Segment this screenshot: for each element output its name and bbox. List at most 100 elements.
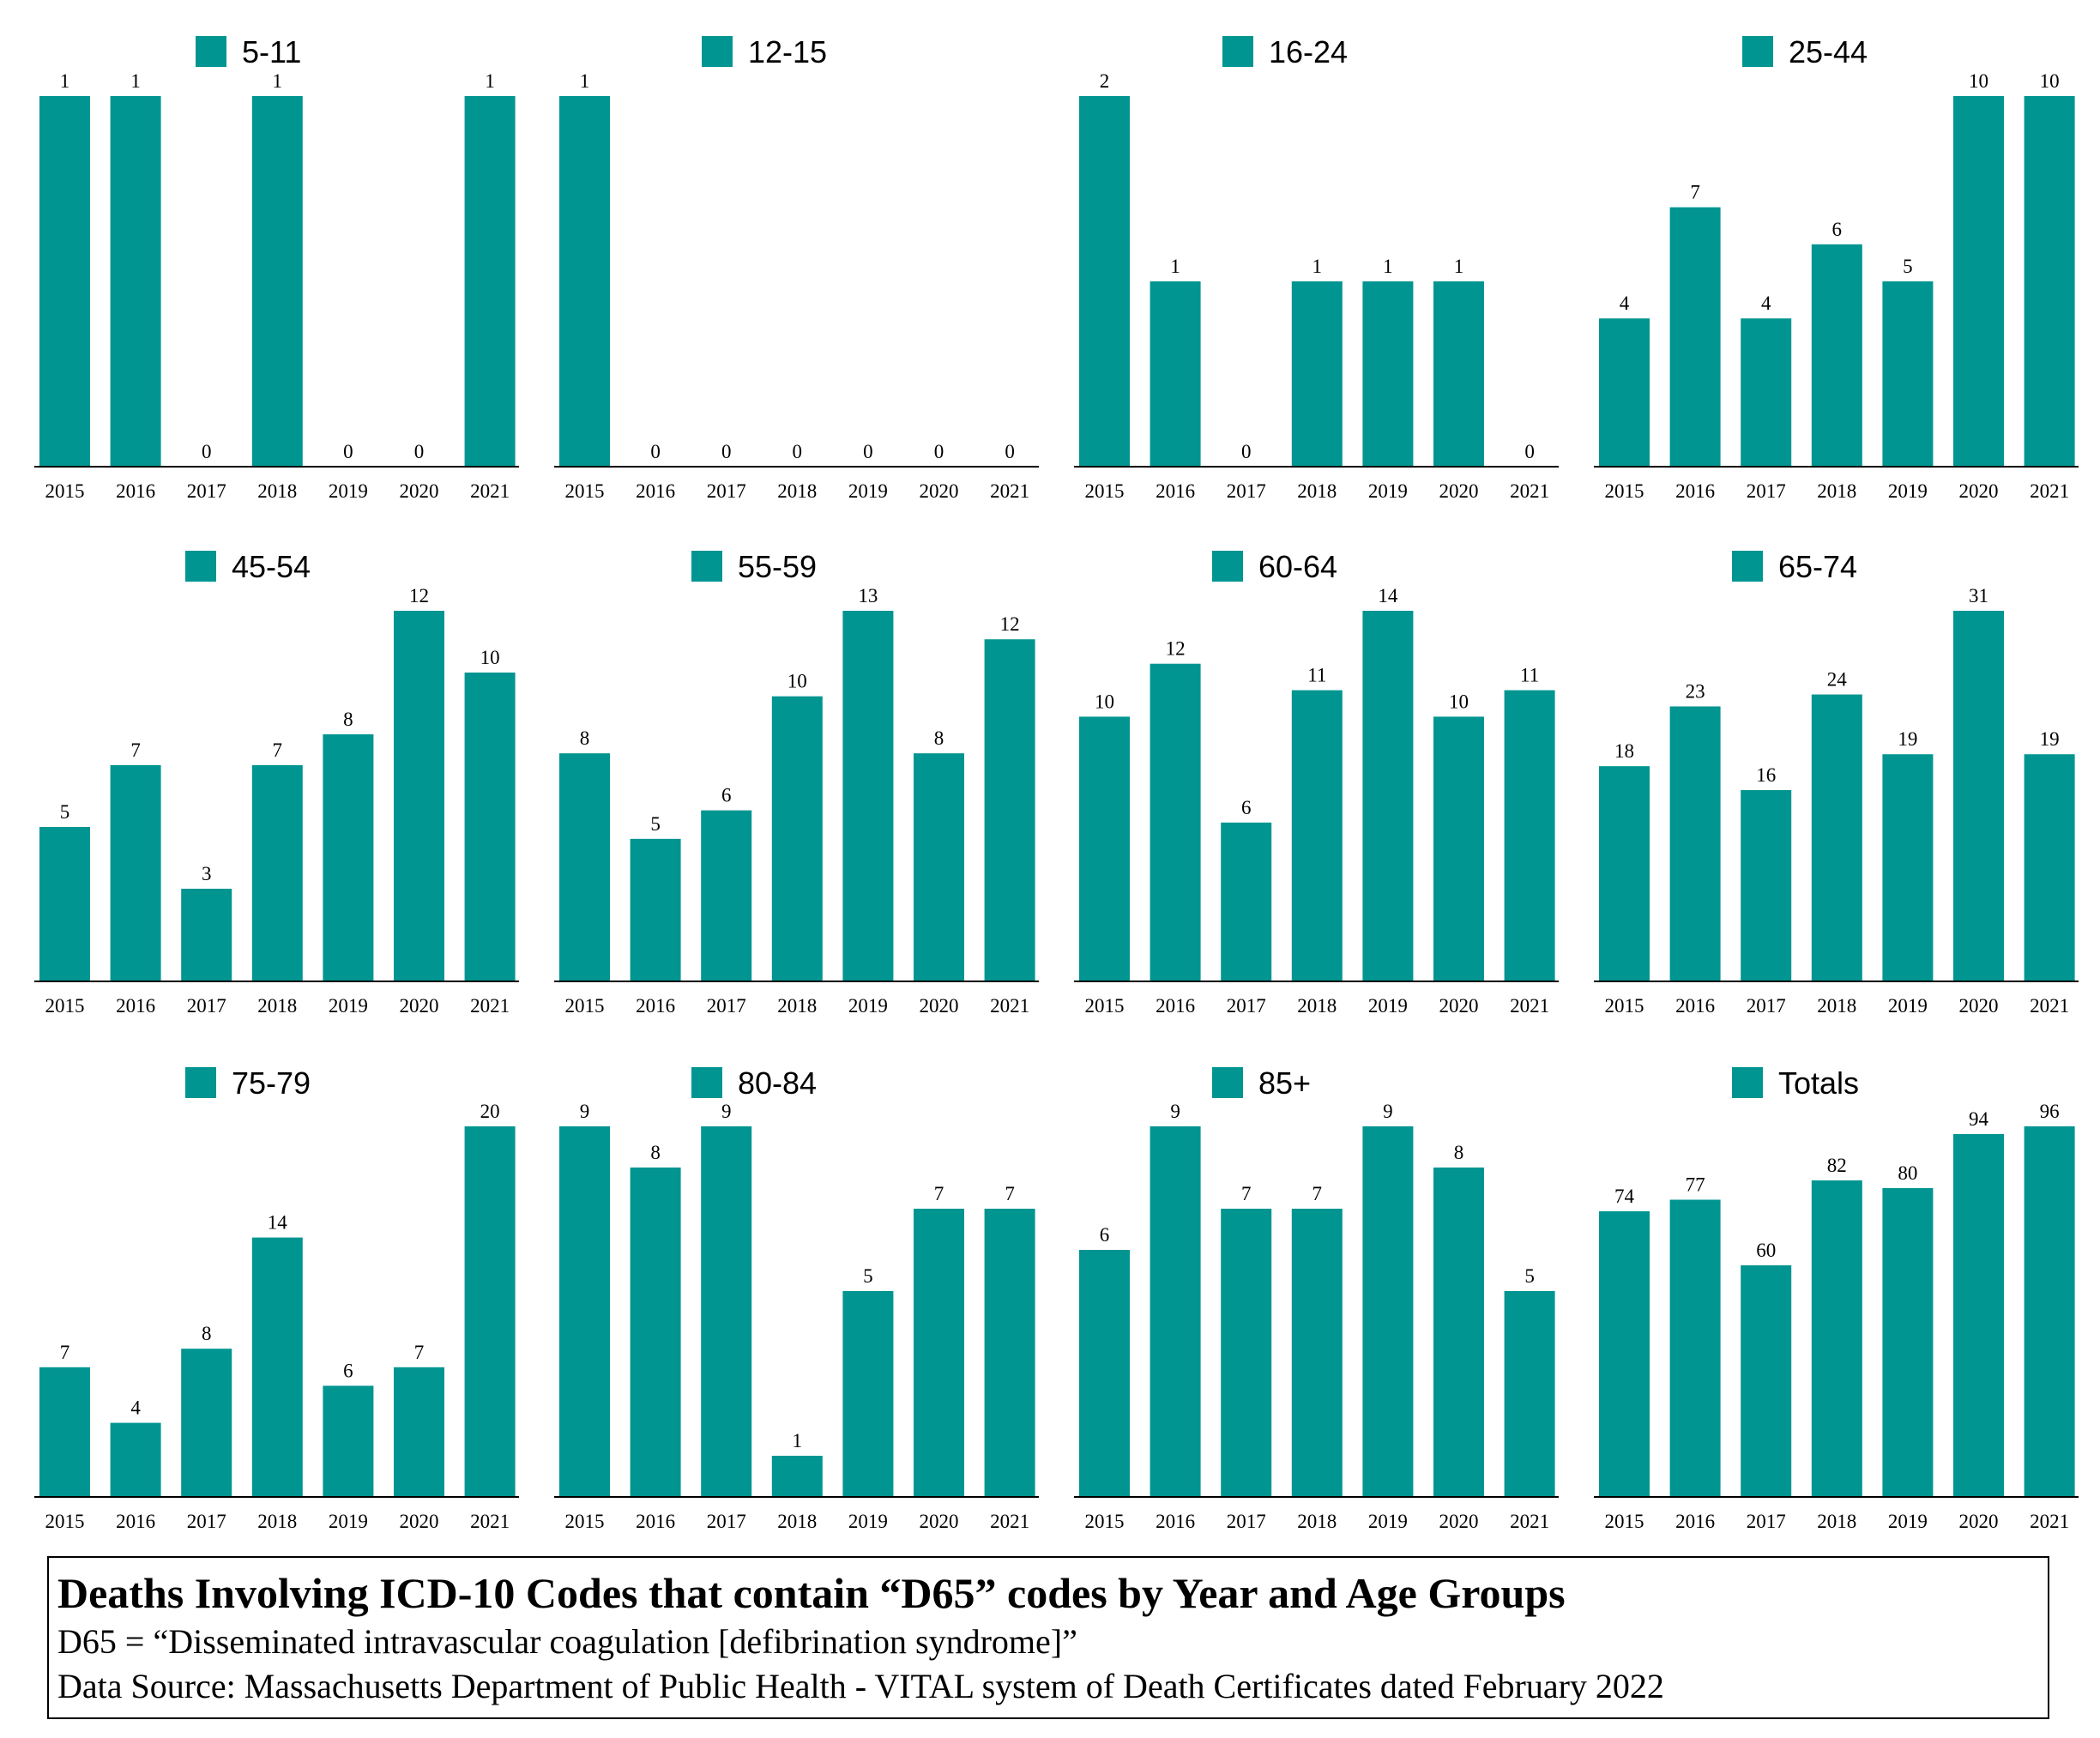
x-tick-label: 2018 bbox=[777, 995, 817, 1017]
bar bbox=[1811, 694, 1862, 981]
x-tick-label: 2020 bbox=[400, 480, 439, 502]
x-tick-label: 2020 bbox=[920, 1511, 959, 1532]
x-tick-label: 2021 bbox=[990, 480, 1029, 502]
bar bbox=[630, 838, 681, 981]
bar bbox=[984, 639, 1035, 981]
x-tick-label: 2018 bbox=[257, 1511, 297, 1532]
x-tick-label: 2019 bbox=[848, 995, 888, 1017]
data-label: 0 bbox=[650, 441, 661, 462]
bar bbox=[1150, 1126, 1201, 1497]
x-tick-label: 2015 bbox=[565, 995, 605, 1017]
data-label: 10 bbox=[1969, 70, 1988, 92]
x-tick-label: 2020 bbox=[1439, 995, 1479, 1017]
legend-swatch bbox=[1212, 551, 1243, 582]
data-label: 1 bbox=[1454, 256, 1464, 277]
bar bbox=[251, 96, 303, 467]
bar bbox=[1599, 1211, 1650, 1497]
x-tick-label: 2021 bbox=[990, 1511, 1029, 1532]
bar bbox=[181, 889, 232, 981]
legend-swatch bbox=[702, 36, 733, 67]
data-label: 0 bbox=[343, 441, 353, 462]
bar bbox=[559, 753, 610, 981]
bar bbox=[914, 753, 964, 981]
x-tick-label: 2018 bbox=[1817, 480, 1856, 502]
x-tick-label: 2018 bbox=[777, 1511, 817, 1532]
bar bbox=[1599, 766, 1650, 981]
bar bbox=[110, 1422, 161, 1497]
data-label: 5 bbox=[60, 801, 70, 823]
bar bbox=[1362, 611, 1414, 981]
data-label: 10 bbox=[1449, 691, 1469, 712]
data-label: 4 bbox=[130, 1397, 141, 1419]
legend-label: 12-15 bbox=[748, 34, 827, 69]
data-label: 1 bbox=[485, 70, 495, 92]
x-tick-label: 2016 bbox=[1675, 480, 1715, 502]
x-tick-label: 2018 bbox=[1297, 480, 1337, 502]
x-tick-label: 2020 bbox=[1959, 1511, 1999, 1532]
legend-swatch bbox=[196, 36, 226, 67]
data-label: 2 bbox=[1100, 70, 1110, 92]
bar bbox=[1291, 1209, 1343, 1497]
bar bbox=[1953, 1134, 2004, 1497]
panel-60-64: 60-64 10 2015 12 2016 6 2017 11 2018 14 2019 10 2020… bbox=[1074, 549, 1559, 1017]
data-label: 8 bbox=[934, 727, 944, 749]
data-label: 94 bbox=[1969, 1108, 1989, 1130]
data-label: 5 bbox=[1903, 256, 1913, 277]
bar bbox=[1221, 822, 1272, 981]
data-label: 8 bbox=[343, 709, 353, 730]
x-tick-label: 2021 bbox=[990, 995, 1029, 1017]
bar bbox=[1362, 1126, 1414, 1497]
bar bbox=[1150, 281, 1201, 467]
x-tick-label: 2016 bbox=[116, 1511, 155, 1532]
panel-80-84: 80-84 9 2015 8 2016 9 2017 1 2018 5 2019 7 2020 7 2021 bbox=[554, 1065, 1039, 1532]
bar bbox=[1741, 318, 1792, 467]
x-tick-label: 2016 bbox=[116, 480, 155, 502]
caption-title: Deaths Involving ICD-10 Codes that conta… bbox=[57, 1569, 1566, 1617]
x-tick-label: 2019 bbox=[329, 1511, 368, 1532]
x-tick-label: 2021 bbox=[1510, 995, 1549, 1017]
panel-totals: Totals 74 2015 77 2016 60 2017 82 2018 80 2019 94 20… bbox=[1594, 1065, 2079, 1532]
bar bbox=[39, 96, 90, 467]
data-label: 20 bbox=[480, 1101, 500, 1122]
x-tick-label: 2020 bbox=[1439, 480, 1479, 502]
bar bbox=[2024, 1126, 2075, 1497]
x-tick-label: 2016 bbox=[1156, 480, 1195, 502]
x-tick-label: 2020 bbox=[400, 1511, 439, 1532]
x-tick-label: 2017 bbox=[707, 480, 746, 502]
x-tick-label: 2016 bbox=[636, 1511, 675, 1532]
legend-swatch bbox=[185, 1067, 216, 1098]
legend-label: Totals bbox=[1778, 1065, 1859, 1101]
bar bbox=[1953, 611, 2004, 981]
x-tick-label: 2017 bbox=[1227, 480, 1266, 502]
bar bbox=[2024, 96, 2075, 467]
data-label: 7 bbox=[1690, 182, 1700, 203]
x-tick-label: 2021 bbox=[470, 1511, 510, 1532]
x-tick-label: 2015 bbox=[45, 995, 85, 1017]
data-label: 12 bbox=[1166, 638, 1186, 660]
legend-swatch bbox=[185, 551, 216, 582]
data-label: 0 bbox=[1241, 441, 1252, 462]
bar bbox=[394, 1367, 444, 1497]
data-label: 82 bbox=[1827, 1155, 1847, 1176]
panel-12-15: 12-15 1 2015 0 2016 0 2017 0 2018 0 2019 0 2020 0 2021 bbox=[554, 34, 1039, 502]
bar bbox=[1504, 1291, 1555, 1497]
bar bbox=[1882, 1188, 1934, 1497]
legend-label: 75-79 bbox=[232, 1065, 311, 1101]
bar bbox=[1811, 1180, 1862, 1497]
x-tick-label: 2016 bbox=[636, 480, 675, 502]
data-label: 1 bbox=[60, 70, 70, 92]
x-tick-label: 2019 bbox=[1368, 1511, 1408, 1532]
x-tick-label: 2018 bbox=[1817, 1511, 1856, 1532]
x-tick-label: 2016 bbox=[116, 995, 155, 1017]
data-label: 1 bbox=[1312, 256, 1323, 277]
bar bbox=[914, 1209, 964, 1497]
data-label: 0 bbox=[721, 441, 732, 462]
panel-55-59: 55-59 8 2015 5 2016 6 2017 10 2018 13 2019 8 2020 12 2… bbox=[554, 549, 1039, 1017]
bar bbox=[559, 1126, 610, 1497]
bar bbox=[323, 734, 374, 981]
bar bbox=[251, 765, 303, 981]
x-tick-label: 2017 bbox=[707, 995, 746, 1017]
x-tick-label: 2017 bbox=[1747, 1511, 1786, 1532]
bar bbox=[1599, 318, 1650, 467]
legend-swatch bbox=[1742, 36, 1773, 67]
